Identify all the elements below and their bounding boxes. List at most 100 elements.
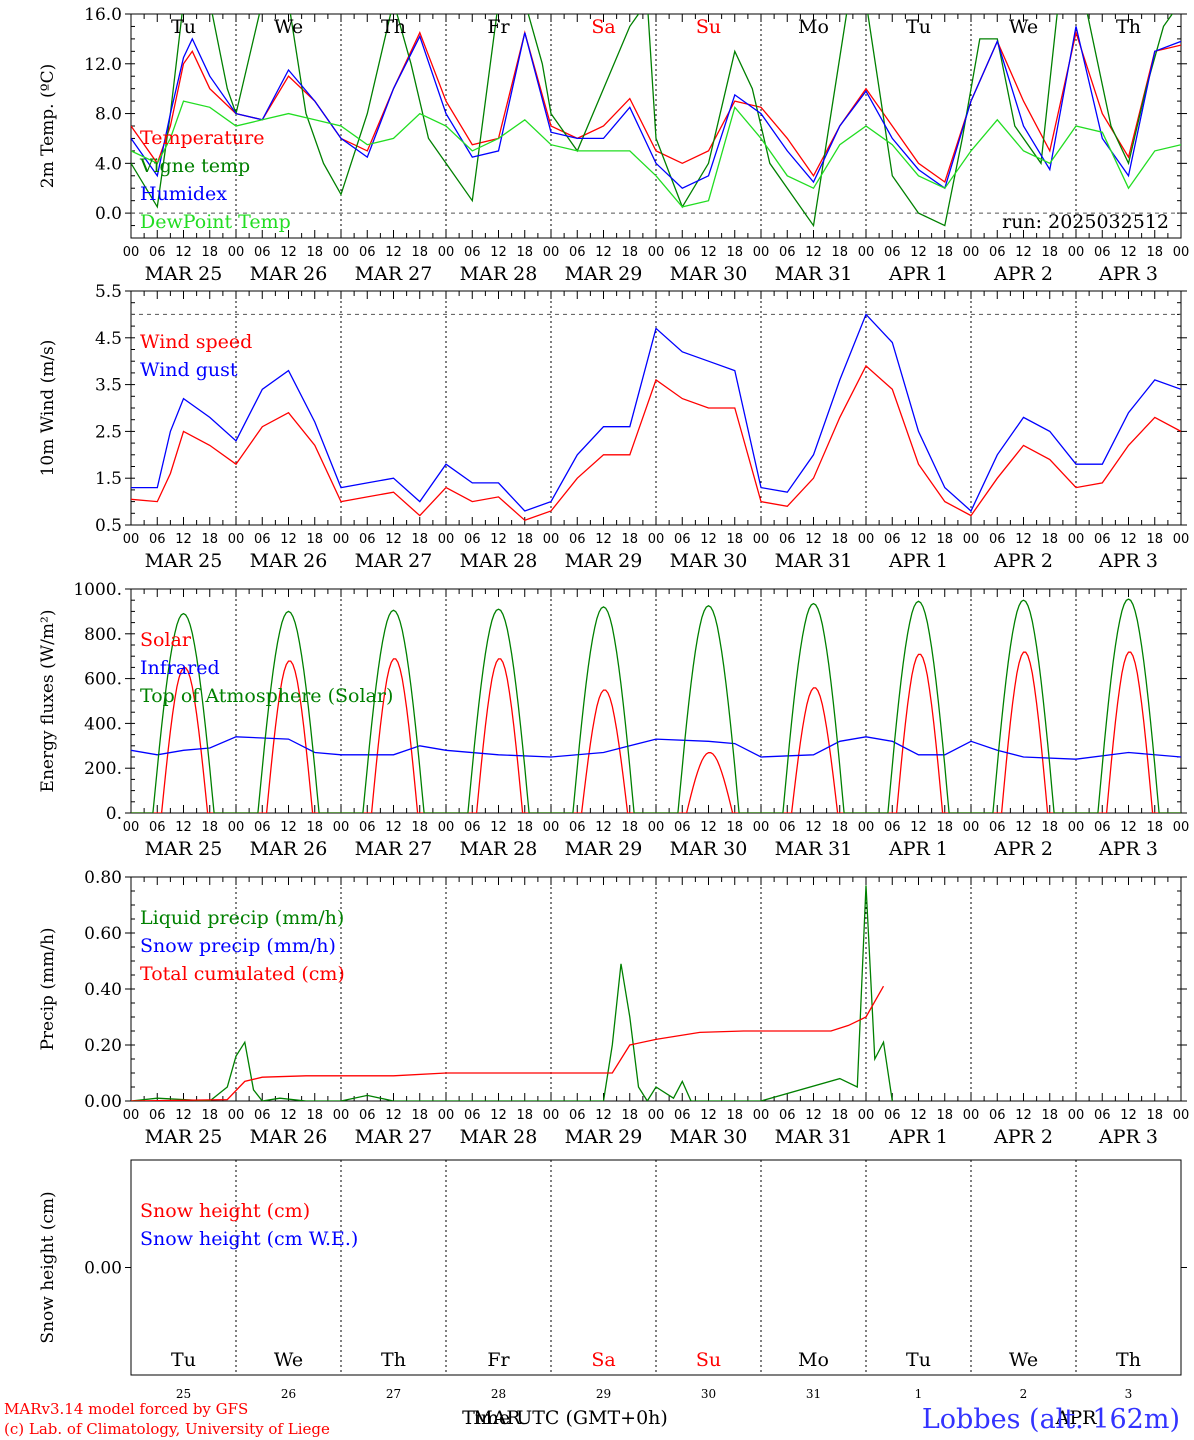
hour-tick-label: 06 — [359, 532, 376, 547]
hour-tick-label: 06 — [464, 1108, 481, 1123]
hour-tick-label: 12 — [175, 820, 192, 835]
hour-tick-label: 06 — [884, 1108, 901, 1123]
month-label: APR — [1055, 1407, 1098, 1429]
hour-tick-label: 06 — [779, 820, 796, 835]
weekday-label: Th — [1116, 16, 1141, 38]
y-tick-label: 0.40 — [84, 980, 122, 1000]
hour-tick-label: 06 — [779, 532, 796, 547]
hour-tick-label: 00 — [963, 1108, 980, 1123]
date-label: MAR 29 — [565, 550, 643, 572]
hour-tick-label: 00 — [1068, 245, 1085, 260]
hour-tick-label: 12 — [595, 1108, 612, 1123]
hour-tick-label: 12 — [280, 1108, 297, 1123]
hour-tick-label: 12 — [805, 1108, 822, 1123]
hour-tick-label: 06 — [674, 245, 691, 260]
y-tick-label: 0.20 — [84, 1036, 122, 1056]
hour-tick-label: 00 — [963, 245, 980, 260]
date-label: APR 2 — [993, 263, 1053, 285]
hour-tick-label: 06 — [989, 532, 1006, 547]
series-group — [131, 885, 893, 1101]
hour-tick-label: 18 — [1041, 532, 1058, 547]
hour-tick-label: 12 — [595, 532, 612, 547]
hour-tick-label: 00 — [1068, 820, 1085, 835]
date-label: APR 1 — [888, 263, 948, 285]
legend-entry: Top of Atmosphere (Solar) — [140, 685, 393, 707]
date-label: APR 3 — [1098, 1126, 1158, 1148]
date-label: MAR 30 — [670, 550, 748, 572]
series-vigne-temp — [131, 14, 1174, 228]
legend-entry: DewPoint Temp — [140, 211, 291, 233]
hour-tick-label: 18 — [1146, 820, 1163, 835]
weekday-label: Fr — [487, 16, 510, 38]
hour-tick-label: 00 — [963, 532, 980, 547]
date-label: MAR 29 — [565, 1126, 643, 1148]
hour-tick-label: 12 — [385, 1108, 402, 1123]
weekday-label: We — [1009, 16, 1038, 38]
date-label: APR 1 — [888, 550, 948, 572]
legend-entry: Total cumulated (cm) — [140, 963, 345, 985]
hour-tick-label: 18 — [726, 245, 743, 260]
date-label: MAR 27 — [355, 550, 433, 572]
series-group — [131, 14, 1181, 228]
y-axis-title: 10m Wind (m/s) — [38, 340, 58, 477]
hour-tick-label: 18 — [306, 245, 323, 260]
hour-tick-label: 00 — [1068, 532, 1085, 547]
hour-tick-label: 12 — [700, 820, 717, 835]
legend-entry: Snow height (cm) — [140, 1200, 310, 1222]
hour-tick-label: 00 — [648, 1108, 665, 1123]
hour-tick-label: 12 — [595, 820, 612, 835]
hour-tick-label: 18 — [411, 1108, 428, 1123]
hour-tick-label: 12 — [910, 820, 927, 835]
hour-tick-label: 12 — [1120, 532, 1137, 547]
panel-wind: 5.5 4.5 3.5 2.5 1.5 0.5 10m Wind (m/s) Wind spe… — [38, 282, 1189, 572]
legend-entry: Liquid precip (mm/h) — [140, 907, 344, 929]
hour-tick-label: 18 — [411, 245, 428, 260]
station-label: Lobbes (alt. 162m) — [922, 1404, 1180, 1435]
hour-tick-label: 06 — [149, 1108, 166, 1123]
date-label: MAR 31 — [775, 263, 853, 285]
date-label: MAR 30 — [670, 838, 748, 860]
hour-tick-label: 12 — [700, 1108, 717, 1123]
hour-tick-label: 06 — [989, 820, 1006, 835]
day-number: 28 — [491, 1387, 506, 1401]
date-label: MAR 27 — [355, 838, 433, 860]
series-group — [131, 598, 1181, 813]
hour-tick-label: 00 — [858, 1108, 875, 1123]
hour-tick-label: 00 — [648, 820, 665, 835]
weekday-label: Tu — [906, 1349, 931, 1371]
date-label: APR 3 — [1098, 550, 1158, 572]
hour-tick-label: 00 — [123, 532, 140, 547]
hour-tick-label: 18 — [1146, 1108, 1163, 1123]
hour-tick-label: 00 — [1173, 245, 1190, 260]
y-tick-label: 200. — [84, 759, 122, 779]
legend-entry: Snow height (cm W.E.) — [140, 1228, 358, 1250]
date-label: MAR 31 — [775, 550, 853, 572]
month-label: MAR — [473, 1407, 521, 1429]
date-label: MAR 25 — [145, 1126, 223, 1148]
hour-tick-label: 06 — [884, 245, 901, 260]
hour-tick-label: 06 — [359, 820, 376, 835]
date-label: MAR 30 — [670, 1126, 748, 1148]
y-tick-label: 16.0 — [84, 5, 122, 25]
day-number: 2 — [1020, 1387, 1028, 1401]
hour-tick-label: 18 — [1041, 820, 1058, 835]
hour-tick-label: 00 — [963, 820, 980, 835]
date-label: MAR 28 — [460, 838, 538, 860]
run-label: run: 2025032512 — [1002, 211, 1169, 233]
weekday-label: We — [274, 1349, 303, 1371]
hour-tick-label: 06 — [674, 1108, 691, 1123]
y-tick-label: 12.0 — [84, 55, 122, 75]
y-tick-label: 8.0 — [95, 105, 122, 125]
weekday-label: Sa — [591, 1349, 615, 1371]
y-tick-label: 1.5 — [95, 469, 122, 489]
hour-tick-label: 12 — [280, 532, 297, 547]
hour-tick-label: 12 — [700, 245, 717, 260]
y-tick-label: 0.00 — [84, 1092, 122, 1112]
panel-temperature: 16.0 12.0 8.0 4.0 0.0 2m Temp. (ºC) Temperatur… — [38, 5, 1190, 285]
hour-tick-label: 12 — [910, 245, 927, 260]
hour-tick-label: 00 — [438, 532, 455, 547]
hour-tick-label: 00 — [333, 820, 350, 835]
day-number: 25 — [176, 1387, 191, 1401]
hour-tick-label: 06 — [359, 1108, 376, 1123]
hour-tick-label: 00 — [1173, 820, 1190, 835]
